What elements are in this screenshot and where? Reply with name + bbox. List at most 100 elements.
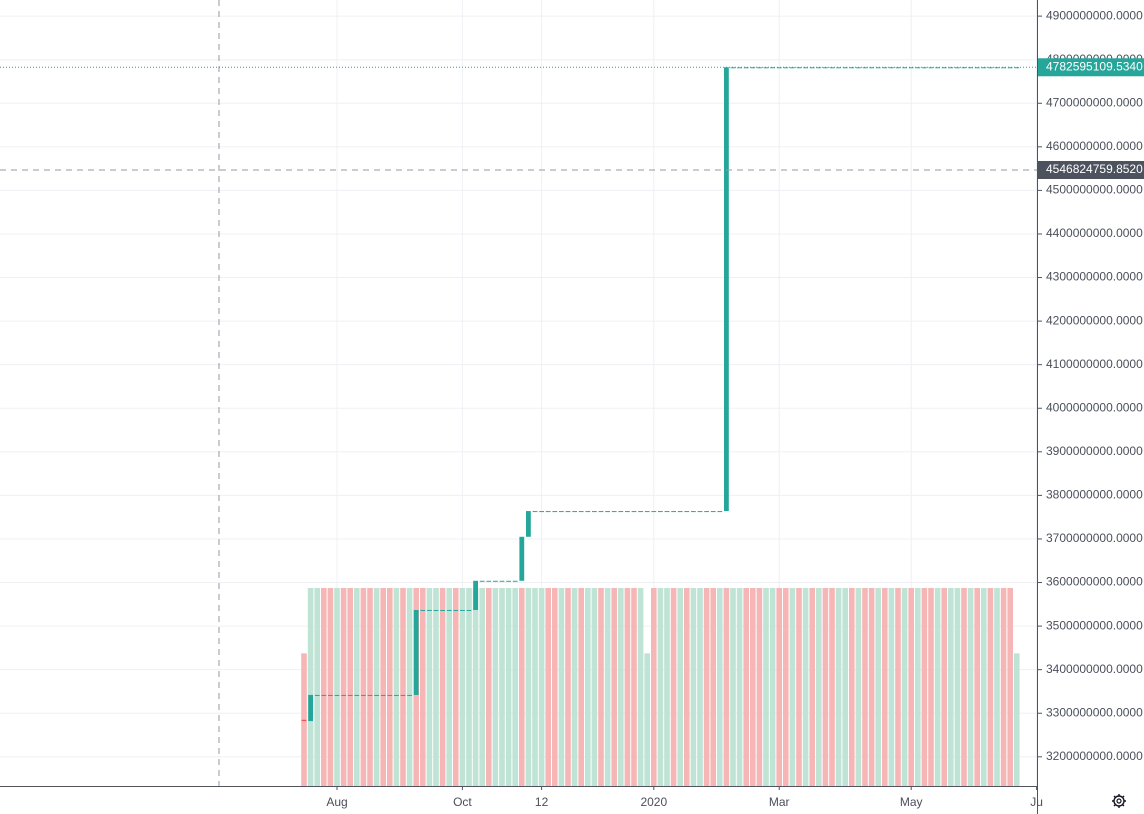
candle-body	[387, 694, 393, 696]
candle-body	[631, 511, 637, 513]
volume-bar	[340, 588, 347, 786]
volume-bar	[453, 588, 459, 786]
volume-bar	[829, 588, 835, 786]
last-price-tag	[1038, 58, 1144, 77]
candle-body	[585, 511, 591, 513]
volume-bar	[545, 588, 551, 786]
volume-bar	[750, 588, 756, 786]
candle-body	[433, 609, 439, 611]
candle-body	[974, 67, 980, 69]
volume-bar	[717, 588, 723, 786]
candle-body	[453, 609, 459, 611]
last-price-label: 4782595109.5340	[1046, 59, 1143, 73]
price-axis	[1037, 0, 1144, 814]
volume-bar	[525, 588, 532, 786]
candle-body	[552, 511, 558, 513]
volume-bar	[472, 588, 479, 786]
volume-bar	[446, 588, 452, 786]
volume-bar	[1000, 588, 1007, 786]
volume-bar	[934, 588, 941, 786]
candle-body	[644, 511, 650, 513]
candle-body	[737, 67, 742, 69]
volume-bar	[967, 588, 974, 786]
volume-bar	[802, 588, 809, 786]
candle-body	[354, 694, 360, 696]
volume-bar	[769, 588, 776, 786]
volume-bar	[433, 588, 439, 786]
candle-body	[743, 67, 749, 69]
volume-bar	[677, 588, 683, 786]
candle-body	[559, 511, 564, 513]
candle-body	[334, 694, 340, 696]
candle-body	[413, 609, 419, 695]
candle-body	[869, 67, 874, 69]
candle-body	[321, 694, 327, 696]
candle-body	[691, 511, 696, 513]
volume-bar	[730, 588, 736, 786]
volume-bar	[314, 588, 320, 786]
candle-body	[578, 511, 584, 513]
candle-body	[374, 694, 379, 696]
volume-bar	[736, 588, 743, 786]
volume-bar	[598, 588, 604, 786]
candle-body	[506, 580, 511, 582]
volume-bar	[954, 588, 961, 786]
volume-bar	[637, 588, 644, 786]
x-tick-label: Aug	[326, 795, 347, 809]
candle-body	[545, 511, 551, 513]
volume-bar	[895, 588, 901, 786]
y-tick-label: 4600000000.0000	[1046, 139, 1143, 153]
volume-bar	[631, 588, 637, 786]
volume-bar	[373, 588, 380, 786]
volume-bar	[855, 588, 862, 786]
volume-bar	[690, 588, 697, 786]
y-tick-label: 3400000000.0000	[1046, 662, 1143, 676]
candle-body	[493, 580, 498, 582]
candle-body	[809, 67, 815, 69]
volume-bar	[486, 588, 492, 786]
candle-body	[605, 511, 610, 513]
y-tick-label: 4200000000.0000	[1046, 313, 1143, 327]
volume-bar	[948, 588, 954, 786]
candle-body	[526, 511, 531, 537]
volume-bar	[459, 588, 466, 786]
candle-body	[783, 67, 789, 69]
volume-bar	[578, 588, 584, 786]
y-tick-label: 3600000000.0000	[1046, 575, 1143, 589]
volume-bar	[756, 588, 763, 786]
settings-icon[interactable]	[1112, 794, 1126, 808]
x-tick-label: 12	[535, 795, 549, 809]
overlays	[0, 66, 1037, 171]
candle-body	[664, 511, 670, 513]
volume-bar	[558, 588, 565, 786]
volume-bar	[703, 588, 710, 786]
candle-body	[427, 609, 432, 611]
candle-body	[407, 694, 412, 696]
volume-bar	[651, 588, 657, 786]
volume-bar	[670, 588, 677, 786]
candle-body	[466, 609, 472, 611]
volume-bar	[835, 588, 842, 786]
candle-body	[658, 511, 663, 513]
volume-bar	[862, 588, 868, 786]
y-tick-label: 4100000000.0000	[1046, 357, 1143, 371]
volume-bar	[816, 588, 822, 786]
volume-bar	[796, 588, 802, 786]
candle-body	[776, 67, 782, 69]
candle-body	[1014, 67, 1020, 69]
y-tick-label: 4900000000.0000	[1046, 8, 1143, 22]
candle-body	[380, 694, 386, 696]
y-tick-label: 3700000000.0000	[1046, 531, 1143, 545]
volume-bar	[882, 588, 888, 786]
volume-bar	[571, 588, 578, 786]
volume-bar	[406, 588, 413, 786]
y-tick-label: 3200000000.0000	[1046, 749, 1143, 763]
candle-body	[499, 580, 505, 582]
candle-body	[704, 511, 709, 513]
candle-body	[400, 694, 406, 696]
volume-bar	[657, 588, 664, 786]
candle-body	[724, 67, 729, 512]
volume-bar	[334, 588, 340, 786]
candle-body	[697, 511, 703, 513]
volume-bar	[664, 588, 670, 786]
